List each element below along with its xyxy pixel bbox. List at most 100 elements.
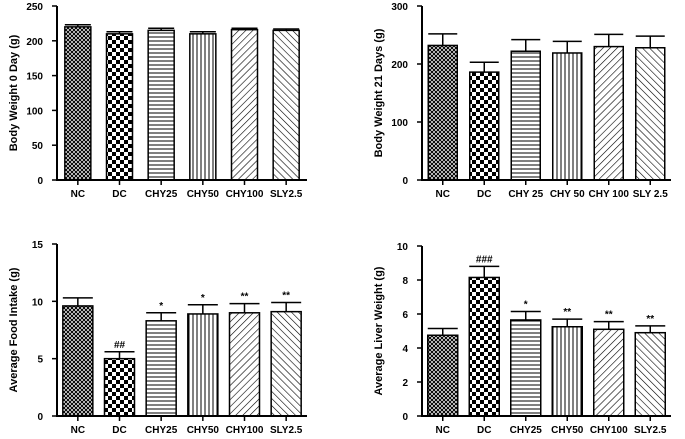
bar-chy100 (228, 312, 261, 417)
y-tick-label: 0 (37, 412, 43, 423)
y-tick-label: 0 (402, 176, 408, 187)
y-tick-label: 8 (402, 276, 408, 287)
significance-label: ** (282, 290, 290, 301)
x-tick-label: SLY2.5 (270, 189, 303, 200)
x-tick-label: CHY 50 (550, 189, 585, 200)
x-tick-label: CHY50 (551, 425, 584, 436)
significance-label: ** (241, 292, 249, 303)
y-tick-label: 200 (391, 60, 408, 71)
x-tick-label: SLY2.5 (634, 425, 667, 436)
error-bar (229, 302, 260, 313)
x-tick-label: NC (436, 425, 450, 436)
x-tick-label: CHY25 (145, 189, 178, 200)
x-tick-label: NC (436, 189, 450, 200)
y-tick-label: 150 (26, 72, 43, 83)
error-bar (271, 301, 302, 312)
y-tick-label: 300 (391, 2, 408, 13)
bar-sly-2-5 (635, 47, 666, 181)
error-bar (106, 31, 133, 34)
x-tick-label: SLY2.5 (270, 425, 303, 436)
x-tick-label: NC (71, 189, 85, 200)
panel-average-liver-weight: Average Liver Weight (g) 0 2 4 6 8 10 NC DC ### CH… (373, 242, 671, 436)
error-bar (148, 27, 175, 31)
x-tick-label: CHY100 (590, 425, 628, 436)
y-tick-label: 15 (32, 240, 44, 251)
significance-label: ** (605, 310, 613, 321)
error-bar (469, 61, 499, 73)
significance-label: * (201, 293, 205, 304)
y-tick-label: 2 (402, 378, 408, 389)
axes (421, 6, 671, 181)
y-tick-label: 0 (37, 176, 43, 187)
y-tick-label: 6 (402, 310, 408, 321)
y-axis-label: Average Liver Weight (g) (373, 266, 385, 395)
axes (421, 246, 671, 417)
error-bar (552, 318, 583, 327)
bar-chy-25 (510, 50, 541, 181)
x-tick-label: SLY 2.5 (633, 189, 668, 200)
x-tick-label: CHY100 (226, 425, 264, 436)
x-tick-label: CHY 25 (508, 189, 543, 200)
y-axis-label: Average Food Intake (g) (8, 267, 20, 392)
x-tick-label: CHY50 (187, 425, 220, 436)
error-bar (510, 310, 541, 320)
x-tick-label: DC (477, 425, 491, 436)
y-tick-label: 4 (402, 344, 408, 355)
error-bar (427, 327, 458, 336)
y-tick-label: 50 (32, 141, 44, 152)
panel-average-food-intake: Average Food Intake (g) 0 5 10 15 NC DC ## CHY25… (8, 240, 307, 436)
error-bar (231, 27, 258, 30)
y-axis-label: Body Weight 0 Day (g) (8, 34, 20, 151)
axes (56, 244, 307, 417)
bar-chy100 (230, 28, 259, 181)
x-tick-label: CHY100 (226, 189, 264, 200)
bar-chy25 (147, 29, 175, 181)
error-bar (594, 33, 624, 47)
panel-body-weight-21-days: Body Weight 21 Days (g) 0 100 200 300 NC DC CHY… (373, 2, 671, 200)
x-tick-label: CHY25 (510, 425, 543, 436)
y-tick-label: 10 (397, 242, 409, 253)
error-bar (187, 304, 218, 314)
y-tick-label: 100 (26, 106, 43, 117)
y-tick-label: 5 (37, 355, 43, 366)
error-bar (273, 28, 300, 31)
bar-chy25 (145, 320, 177, 417)
y-tick-label: 100 (391, 118, 408, 129)
bar-chy-50 (552, 52, 583, 181)
error-bar (189, 31, 216, 34)
bar-nc (427, 334, 459, 417)
x-tick-label: DC (112, 425, 126, 436)
significance-label: * (524, 299, 528, 310)
bar-sly2-5 (270, 310, 302, 417)
significance-label: ** (646, 314, 654, 325)
error-bar (104, 351, 135, 359)
bar-nc (62, 305, 94, 417)
bar-nc (64, 26, 92, 181)
error-bar (552, 40, 582, 53)
bar-sly2-5 (634, 331, 666, 417)
x-tick-label: CHY 100 (589, 189, 630, 200)
x-tick-label: CHY25 (145, 425, 178, 436)
y-tick-label: 250 (26, 2, 43, 13)
error-bar (469, 265, 500, 278)
error-bar (428, 33, 458, 46)
x-tick-label: CHY50 (187, 189, 220, 200)
significance-label: ## (114, 340, 126, 351)
y-axis-label: Body Weight 21 Days (g) (373, 28, 385, 157)
error-bar (511, 38, 541, 52)
error-bar (593, 320, 624, 330)
bar-chy50 (189, 33, 217, 181)
bar-dc (469, 71, 500, 181)
bar-dc (103, 357, 136, 417)
error-bar (64, 24, 91, 27)
y-tick-label: 0 (402, 412, 408, 423)
error-bar (635, 35, 665, 48)
error-bar (635, 325, 666, 333)
y-tick-label: 10 (32, 297, 44, 308)
bar-chy50 (187, 313, 219, 417)
bar-dc (468, 276, 500, 417)
bar-chy50 (551, 326, 583, 417)
error-bar (146, 312, 177, 321)
axes (56, 6, 307, 181)
significance-label: ### (476, 254, 493, 265)
